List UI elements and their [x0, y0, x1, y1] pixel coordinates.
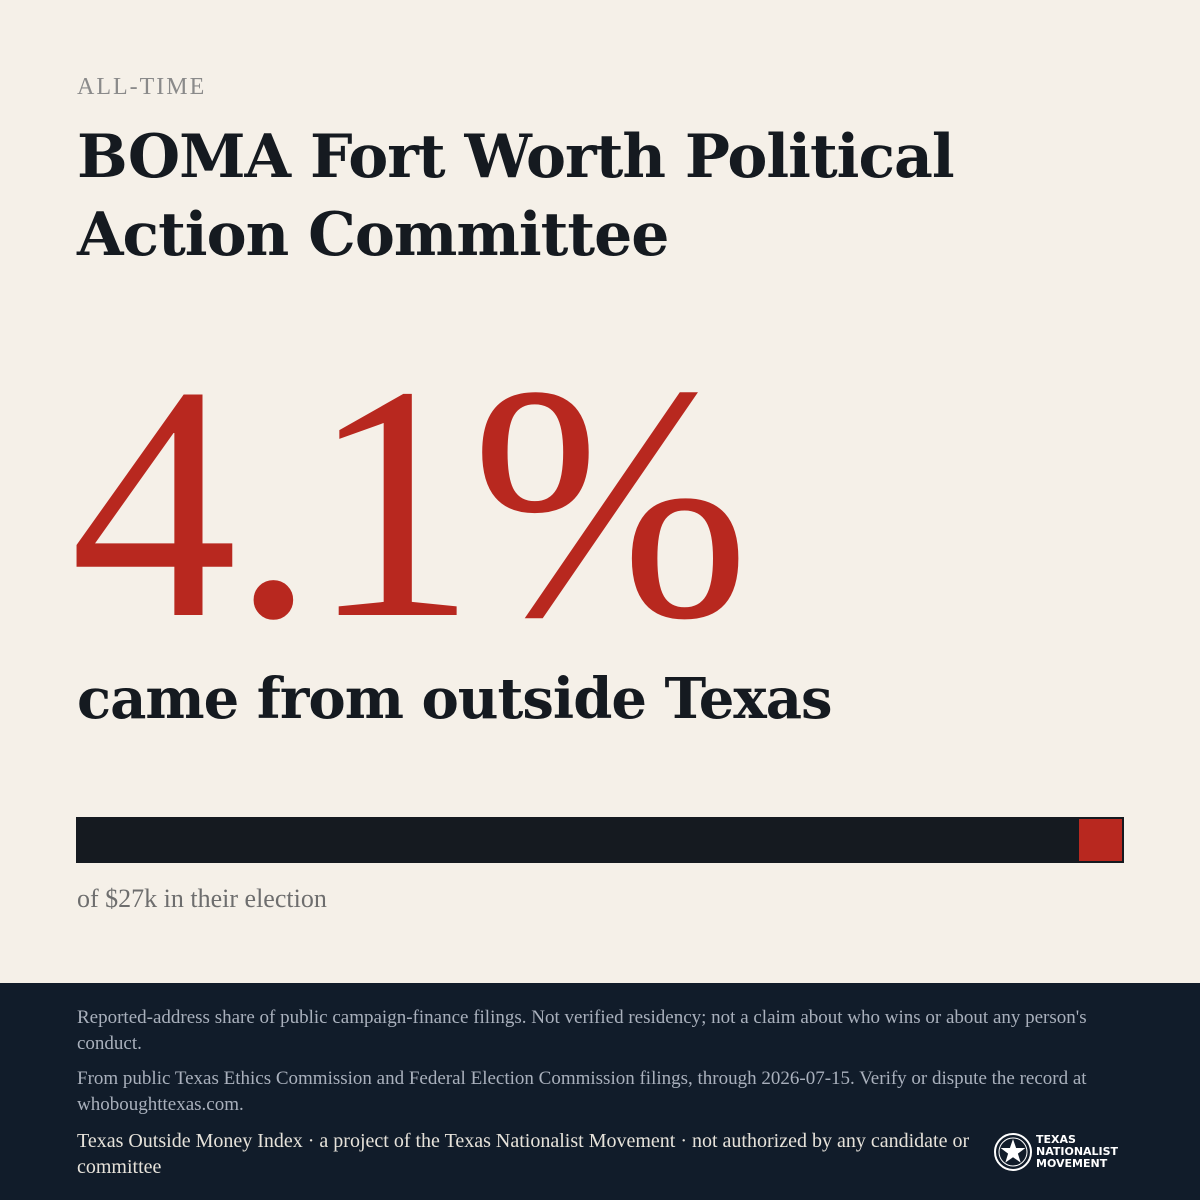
period-label: ALL-TIME — [77, 74, 207, 100]
credit-text: Texas Outside Money Index · a project of… — [77, 1130, 970, 1178]
source-text: From public Texas Ethics Commission and … — [77, 1068, 1087, 1115]
disclaimer-text: Reported-address share of public campaig… — [77, 1007, 1087, 1054]
outside-share-subhead: came from outside Texas — [77, 666, 833, 732]
star-seal-icon — [994, 1133, 1032, 1171]
tnm-logo: TEXAS NATIONALIST MOVEMENT — [993, 1131, 1128, 1173]
logo-line-3: MOVEMENT — [1036, 1157, 1108, 1170]
logo-line-2: NATIONALIST — [1036, 1145, 1119, 1158]
share-bar — [76, 817, 1124, 863]
logo-line-1: TEXAS — [1036, 1133, 1076, 1146]
committee-title: BOMA Fort Worth Political Action Committ… — [77, 122, 955, 270]
logo-wordmark: TEXAS NATIONALIST MOVEMENT — [1036, 1134, 1118, 1170]
share-bar-fill — [1079, 819, 1122, 861]
outside-share-value: 4.1% — [70, 317, 750, 688]
total-caption: of $27k in their election — [77, 884, 327, 913]
